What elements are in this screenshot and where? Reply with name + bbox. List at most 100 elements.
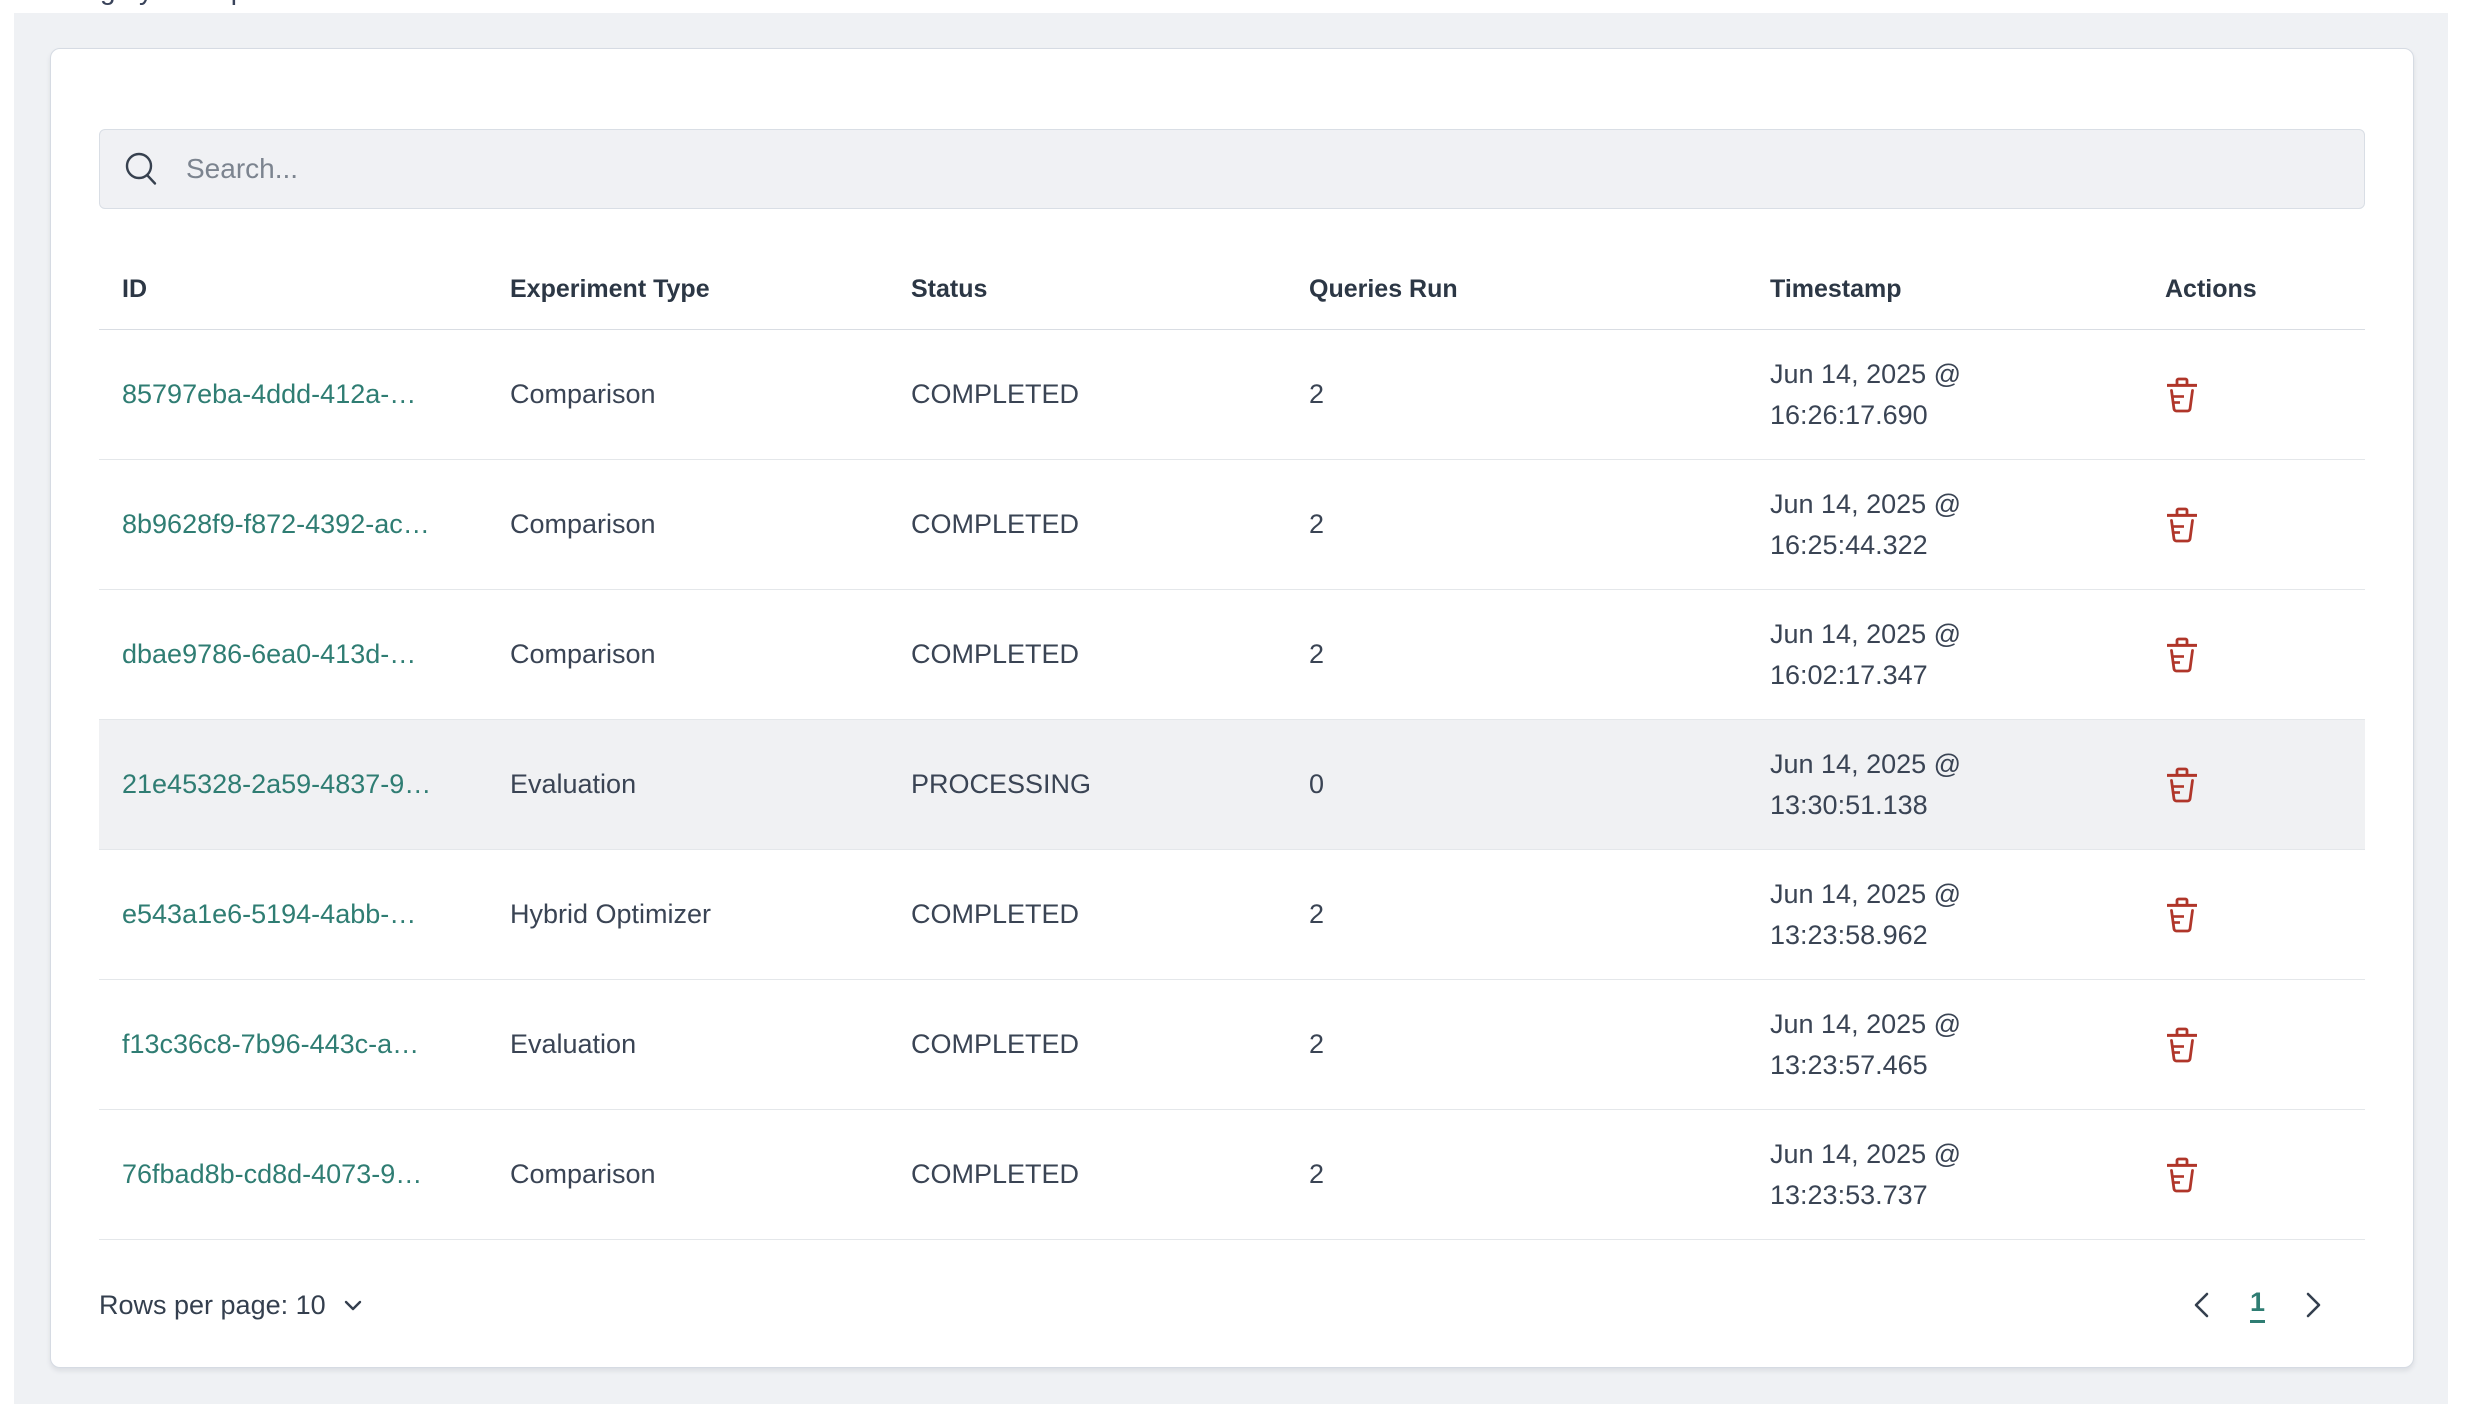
experiment-type-cell: Hybrid Optimizer (510, 899, 712, 929)
timestamp-cell: Jun 14, 2025 @ 13:30:51.138 (1770, 744, 2165, 826)
rows-per-page-button[interactable]: Rows per page: 10 (99, 1290, 366, 1321)
table-row: e543a1e6-5194-4abb-… Hybrid Optimizer CO… (99, 850, 2365, 980)
experiment-id-link[interactable]: f13c36c8-7b96-443c-a… (122, 1029, 420, 1059)
column-header-experiment-type: Experiment Type (510, 275, 710, 303)
status-cell: COMPLETED (911, 1029, 1080, 1059)
experiment-type-cell: Comparison (510, 509, 656, 539)
table-row: 8b9628f9-f872-4392-ac… Comparison COMPLE… (99, 460, 2365, 590)
queries-run-cell: 2 (1309, 899, 1325, 929)
timestamp-cell: Jun 14, 2025 @ 13:23:58.962 (1770, 874, 2165, 956)
actions-cell (2165, 896, 2365, 934)
experiment-type-cell: Comparison (510, 639, 656, 669)
table-row: 85797eba-4ddd-412a-… Comparison COMPLETE… (99, 330, 2365, 460)
trash-icon (2167, 507, 2197, 542)
queries-run-cell: 2 (1309, 1029, 1325, 1059)
actions-cell (2165, 1156, 2365, 1194)
experiments-panel: ID Experiment Type Status Queries Run Ti… (50, 48, 2414, 1368)
experiments-table: ID Experiment Type Status Queries Run Ti… (99, 250, 2365, 1240)
timestamp-date: Jun 14, 2025 @ (1770, 618, 1962, 649)
table-row: 21e45328-2a59-4837-9… Evaluation PROCESS… (99, 720, 2365, 850)
pagination-bar: Rows per page: 10 1 (99, 1240, 2365, 1370)
column-header-actions: Actions (2165, 275, 2257, 303)
actions-cell (2165, 636, 2365, 674)
timestamp-time: 13:23:57.465 (1770, 1049, 1928, 1080)
timestamp-time: 16:02:17.347 (1770, 659, 1928, 690)
page-controls: 1 (2188, 1287, 2327, 1323)
timestamp-date: Jun 14, 2025 @ (1770, 878, 1962, 909)
timestamp-cell: Jun 14, 2025 @ 16:02:17.347 (1770, 614, 2165, 696)
timestamp-cell: Jun 14, 2025 @ 16:25:44.322 (1770, 484, 2165, 566)
timestamp-date: Jun 14, 2025 @ (1770, 1008, 1962, 1039)
timestamp-time: 13:30:51.138 (1770, 789, 1928, 820)
timestamp-date: Jun 14, 2025 @ (1770, 358, 1962, 389)
column-header-id: ID (122, 275, 147, 303)
timestamp-cell: Jun 14, 2025 @ 13:23:53.737 (1770, 1134, 2165, 1216)
delete-button[interactable] (2165, 636, 2199, 674)
actions-cell (2165, 506, 2365, 544)
status-cell: COMPLETED (911, 639, 1080, 669)
search-icon (125, 152, 157, 185)
experiment-id-link[interactable]: dbae9786-6ea0-413d-… (122, 639, 417, 669)
timestamp-date: Jun 14, 2025 @ (1770, 748, 1962, 779)
trash-icon (2167, 377, 2197, 412)
page-number-1[interactable]: 1 (2249, 1287, 2265, 1323)
chevron-left-icon (2194, 1292, 2209, 1318)
table-row: dbae9786-6ea0-413d-… Comparison COMPLETE… (99, 590, 2365, 720)
timestamp-date: Jun 14, 2025 @ (1770, 488, 1962, 519)
experiment-id-link[interactable]: e543a1e6-5194-4abb-… (122, 899, 417, 929)
search-box[interactable] (99, 129, 2365, 209)
id-cell: 76fbad8b-cd8d-4073-9… (99, 1159, 510, 1190)
queries-run-cell: 2 (1309, 379, 1325, 409)
table-body: 85797eba-4ddd-412a-… Comparison COMPLETE… (99, 330, 2365, 1240)
actions-cell (2165, 766, 2365, 804)
experiment-id-link[interactable]: 21e45328-2a59-4837-9… (122, 769, 432, 799)
column-header-queries-run: Queries Run (1309, 275, 1458, 303)
timestamp-cell: Jun 14, 2025 @ 13:23:57.465 (1770, 1004, 2165, 1086)
experiment-type-cell: Evaluation (510, 769, 637, 799)
chevron-right-icon (2306, 1292, 2321, 1318)
chevron-down-icon (344, 1300, 361, 1311)
queries-run-cell: 2 (1309, 639, 1325, 669)
trash-icon (2167, 1027, 2197, 1062)
id-cell: f13c36c8-7b96-443c-a… (99, 1029, 510, 1060)
previous-page-button[interactable] (2188, 1289, 2216, 1321)
experiment-type-cell: Comparison (510, 379, 656, 409)
clipped-top-text: Manage your experiments and view their r… (30, 0, 1230, 6)
column-header-status: Status (911, 275, 988, 303)
actions-cell (2165, 1026, 2365, 1064)
search-input[interactable] (184, 152, 2340, 186)
timestamp-cell: Jun 14, 2025 @ 16:26:17.690 (1770, 354, 2165, 436)
trash-icon (2167, 767, 2197, 802)
queries-run-cell: 0 (1309, 769, 1325, 799)
table-row: f13c36c8-7b96-443c-a… Evaluation COMPLET… (99, 980, 2365, 1110)
experiment-id-link[interactable]: 76fbad8b-cd8d-4073-9… (122, 1159, 423, 1189)
id-cell: e543a1e6-5194-4abb-… (99, 899, 510, 930)
timestamp-time: 13:23:53.737 (1770, 1179, 1928, 1210)
delete-button[interactable] (2165, 506, 2199, 544)
timestamp-time: 16:25:44.322 (1770, 529, 1928, 560)
delete-button[interactable] (2165, 376, 2199, 414)
status-cell: COMPLETED (911, 899, 1080, 929)
rows-per-page-label: Rows per page: 10 (99, 1289, 326, 1320)
table-header-row: ID Experiment Type Status Queries Run Ti… (99, 250, 2365, 330)
delete-button[interactable] (2165, 766, 2199, 804)
delete-button[interactable] (2165, 896, 2199, 934)
trash-icon (2167, 637, 2197, 672)
queries-run-cell: 2 (1309, 509, 1325, 539)
column-header-timestamp: Timestamp (1770, 275, 1902, 303)
experiment-id-link[interactable]: 8b9628f9-f872-4392-ac… (122, 509, 430, 539)
timestamp-time: 16:26:17.690 (1770, 399, 1928, 430)
delete-button[interactable] (2165, 1156, 2199, 1194)
status-cell: COMPLETED (911, 509, 1080, 539)
experiment-type-cell: Evaluation (510, 1029, 637, 1059)
id-cell: 21e45328-2a59-4837-9… (99, 769, 510, 800)
id-cell: 8b9628f9-f872-4392-ac… (99, 509, 510, 540)
timestamp-time: 13:23:58.962 (1770, 919, 1928, 950)
experiment-type-cell: Comparison (510, 1159, 656, 1189)
status-cell: COMPLETED (911, 1159, 1080, 1189)
id-cell: 85797eba-4ddd-412a-… (99, 379, 510, 410)
experiment-id-link[interactable]: 85797eba-4ddd-412a-… (122, 379, 417, 409)
delete-button[interactable] (2165, 1026, 2199, 1064)
next-page-button[interactable] (2299, 1289, 2327, 1321)
status-cell: COMPLETED (911, 379, 1080, 409)
